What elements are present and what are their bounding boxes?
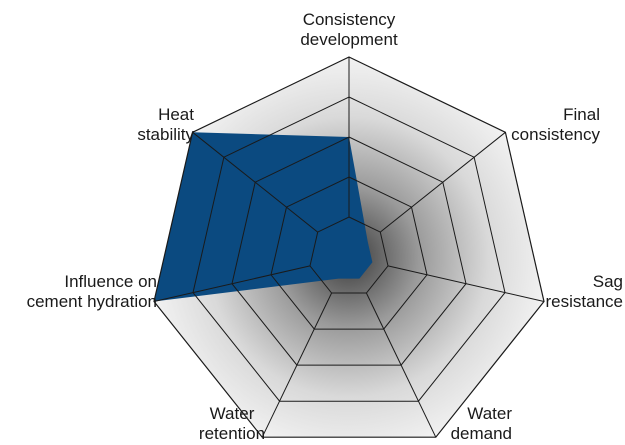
axis-label-4: Water retention (199, 404, 265, 443)
axis-label-line: cement hydration (27, 292, 157, 311)
axis-label-line: Water (467, 404, 512, 423)
axis-label-line: Sag (593, 272, 623, 291)
axis-label-3: Water demand (451, 404, 513, 443)
grid-ring-5 (153, 56, 545, 438)
axis-label-1: Final consistency (511, 105, 600, 144)
axis-label-0: Consistency development (300, 10, 398, 49)
grid-ring-3 (231, 136, 467, 366)
axis-spoke-2 (387, 265, 545, 302)
axis-label-6: Heat stability (137, 105, 194, 144)
axis-label-line: stability (137, 125, 194, 144)
axis-label-2: Sag resistance (546, 272, 623, 311)
grid-ring-2 (270, 176, 428, 330)
axis-label-line: Final (563, 105, 600, 124)
axis-spoke-3 (365, 292, 437, 438)
axis-spoke-6 (192, 131, 319, 233)
axis-label-line: consistency (511, 125, 600, 144)
axis-spoke-5 (153, 265, 311, 302)
grid-ring-4 (192, 96, 506, 402)
grid-ring-1 (309, 216, 389, 294)
axis-label-line: retention (199, 424, 265, 443)
axis-label-5: Influence on cement hydration (27, 272, 157, 311)
axis-label-line: Water (210, 404, 255, 423)
axis-spoke-1 (379, 131, 506, 233)
series-area-0 (154, 132, 373, 302)
axis-label-line: resistance (546, 292, 623, 311)
axis-label-line: Heat (158, 105, 194, 124)
axis-label-line: Consistency (303, 10, 396, 29)
axis-label-line: Influence on (64, 272, 157, 291)
axis-label-line: demand (451, 424, 512, 443)
axis-spoke-4 (261, 292, 333, 438)
axis-label-line: development (300, 30, 398, 49)
